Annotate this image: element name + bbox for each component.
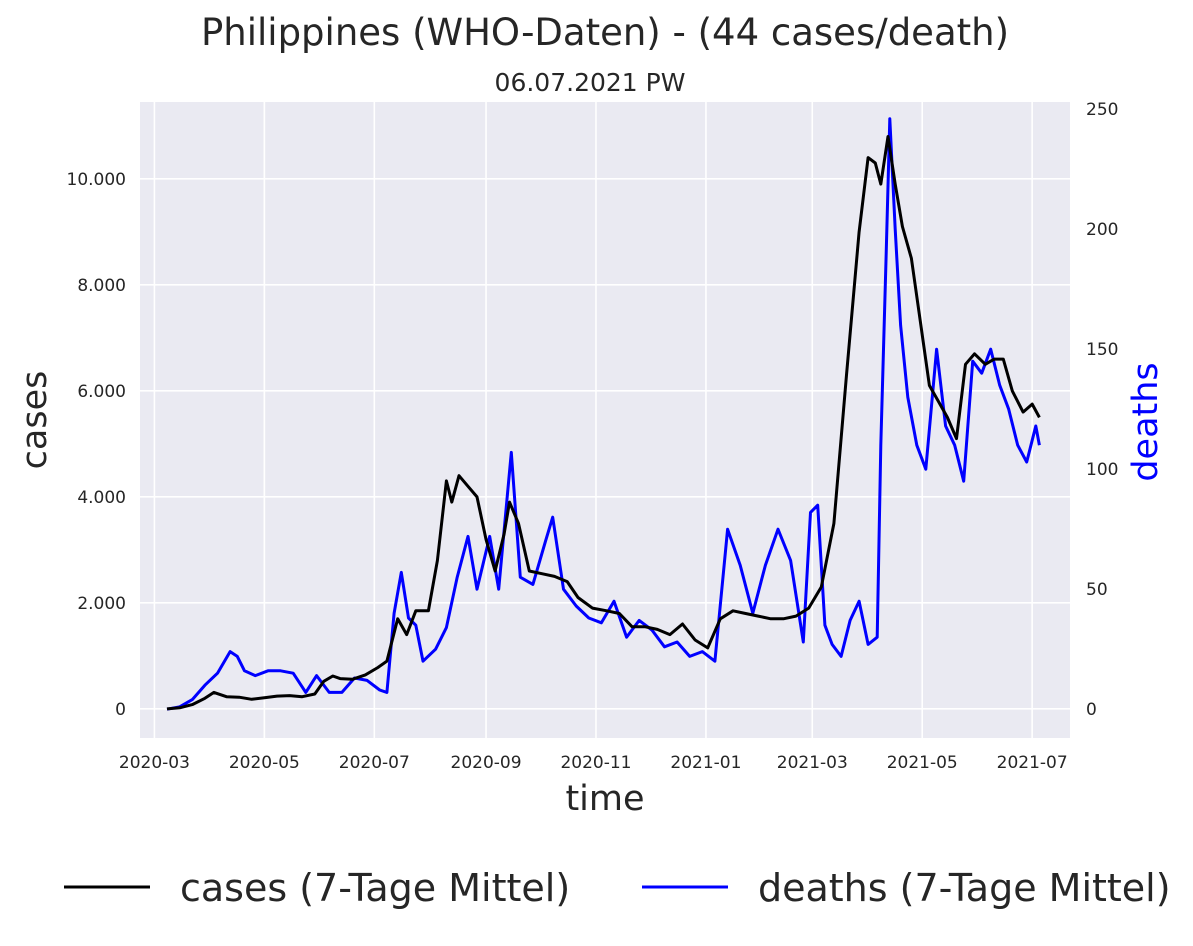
x-tick-label: 2020-09	[451, 753, 522, 773]
legend-label-cases: cases (7-Tage Mittel)	[180, 866, 570, 910]
x-tick-label: 2020-07	[339, 753, 410, 773]
x-tick-label: 2020-03	[119, 753, 190, 773]
chart-subtitle: 06.07.2021 PW	[495, 68, 686, 97]
x-tick-label: 2020-05	[229, 753, 300, 773]
x-tick-label: 2021-07	[997, 753, 1068, 773]
y-left-tick-labels: 0 2.000 4.000 6.000 8.000 10.000	[67, 170, 126, 720]
y-left-tick-label: 0	[115, 700, 126, 720]
y-left-tick-label: 6.000	[77, 382, 126, 402]
x-tick-label: 2021-03	[777, 753, 848, 773]
y-right-tick-label: 50	[1086, 580, 1108, 600]
y-right-tick-label: 250	[1086, 100, 1118, 120]
x-tick-label: 2021-01	[670, 753, 741, 773]
series-layer	[166, 117, 1041, 711]
y-right-tick-label: 0	[1086, 700, 1097, 720]
x-tick-label: 2021-05	[887, 753, 958, 773]
x-tick-labels: 2020-03 2020-05 2020-07 2020-09 2020-11 2021-…	[119, 753, 1068, 773]
y-left-tick-label: 10.000	[67, 170, 126, 190]
y-right-axis-label: deaths	[1126, 362, 1166, 481]
y-right-tick-labels: 0 50 100 150 200 250	[1086, 100, 1118, 720]
deaths-line	[166, 117, 1041, 711]
y-left-tick-label: 8.000	[77, 276, 126, 296]
y-left-tick-label: 2.000	[77, 594, 126, 614]
y-left-tick-label: 4.000	[77, 488, 126, 508]
x-tick-label: 2020-11	[560, 753, 631, 773]
cases-line	[166, 135, 1041, 711]
chart-title: Philippines (WHO-Daten) - (44 cases/deat…	[201, 11, 1009, 54]
y-right-tick-label: 100	[1086, 460, 1118, 480]
plot-area	[140, 102, 1070, 738]
y-left-axis-label: cases	[15, 371, 55, 470]
grid-lines	[140, 102, 1070, 738]
x-axis-label: time	[565, 779, 644, 819]
y-right-tick-label: 200	[1086, 220, 1118, 240]
y-right-tick-label: 150	[1086, 340, 1118, 360]
legend: cases (7-Tage Mittel) deaths (7-Tage Mit…	[64, 866, 1171, 910]
legend-label-deaths: deaths (7-Tage Mittel)	[758, 866, 1171, 910]
